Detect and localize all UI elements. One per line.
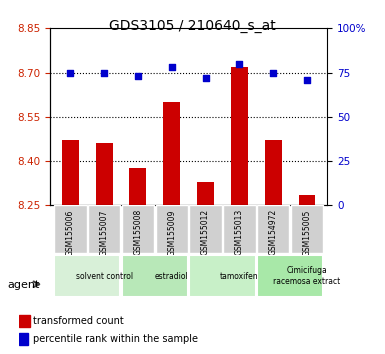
Point (169, 64, 175, 70)
FancyBboxPatch shape (257, 205, 290, 253)
Bar (96, 143, 112, 205)
FancyBboxPatch shape (122, 255, 188, 297)
Bar (129, 169, 146, 205)
Text: tamoxifen: tamoxifen (220, 272, 259, 281)
FancyBboxPatch shape (291, 205, 323, 253)
Bar (265, 141, 281, 205)
Text: GSM155008: GSM155008 (134, 209, 142, 255)
Point (203, 75, 209, 81)
Text: GSM155013: GSM155013 (235, 209, 244, 255)
Text: GDS3105 / 210640_s_at: GDS3105 / 210640_s_at (109, 19, 276, 34)
Text: percentile rank within the sample: percentile rank within the sample (33, 334, 198, 344)
FancyBboxPatch shape (122, 205, 154, 253)
FancyBboxPatch shape (54, 255, 121, 297)
Text: solvent control: solvent control (75, 272, 133, 281)
Bar (62, 141, 79, 205)
Bar (19, 315, 30, 327)
Bar (163, 102, 180, 205)
Text: transformed count: transformed count (33, 316, 124, 326)
Bar (231, 67, 248, 205)
Text: GSM155007: GSM155007 (100, 209, 109, 256)
Bar (197, 182, 214, 205)
Bar (19, 333, 28, 345)
Text: GSM154972: GSM154972 (269, 209, 278, 255)
FancyBboxPatch shape (54, 205, 87, 253)
Point (304, 77, 310, 82)
Text: Cimicifuga
racemosa extract: Cimicifuga racemosa extract (273, 267, 341, 286)
FancyBboxPatch shape (88, 205, 121, 253)
FancyBboxPatch shape (223, 205, 256, 253)
Text: GSM155009: GSM155009 (167, 209, 176, 256)
Text: estradiol: estradiol (155, 272, 189, 281)
Point (101, 70, 107, 75)
Point (67, 70, 74, 75)
FancyBboxPatch shape (189, 255, 256, 297)
FancyBboxPatch shape (257, 255, 323, 297)
Bar (298, 195, 315, 205)
FancyBboxPatch shape (189, 205, 222, 253)
Point (236, 61, 243, 67)
Point (135, 73, 141, 79)
Point (270, 70, 276, 75)
Text: agent: agent (8, 280, 40, 290)
Text: GSM155005: GSM155005 (303, 209, 311, 256)
Text: GSM155006: GSM155006 (66, 209, 75, 256)
Text: GSM155012: GSM155012 (201, 209, 210, 255)
FancyBboxPatch shape (156, 205, 188, 253)
